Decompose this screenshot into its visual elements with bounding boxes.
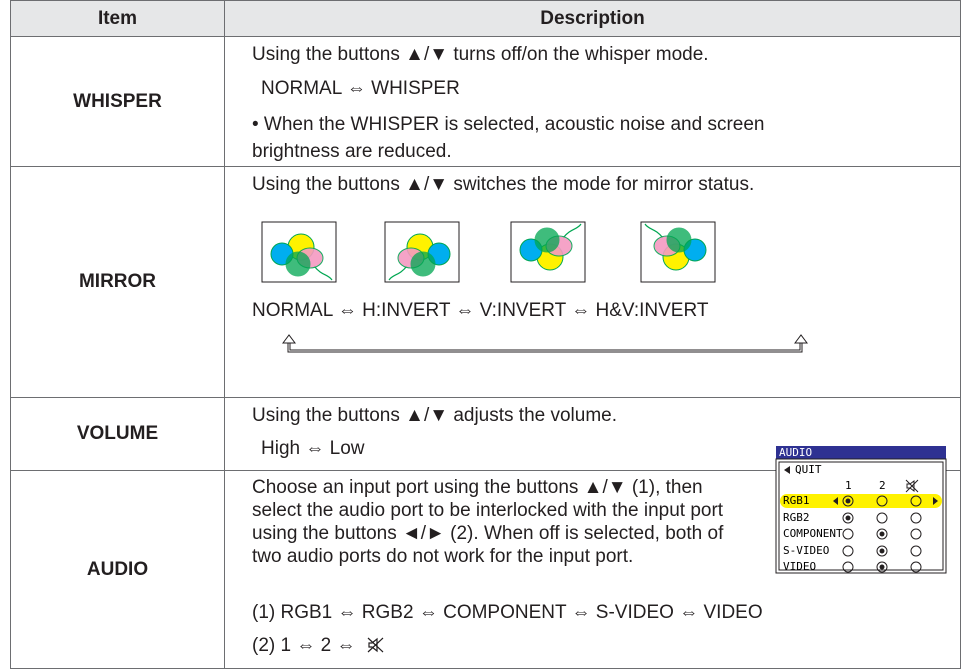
item-cell: AUDIO: [10, 470, 225, 669]
text: NORMAL ⇔ H:INVERT ⇔ V:INVERT ⇔ H&V:INVER…: [252, 300, 709, 321]
menu-column: 2: [879, 479, 886, 492]
mirror-illustrations: [261, 221, 808, 353]
text: NORMAL ⇔ WHISPER: [261, 78, 460, 99]
text: • When the WHISPER is selected, acoustic…: [252, 114, 765, 162]
description-cell: Using the buttons ▲/▼ turns off/on the w…: [224, 36, 961, 167]
text: Choose an input port using the buttons ▲…: [252, 477, 724, 567]
text: (1) RGB1 ⇔ RGB2 ⇔ COMPONENT ⇔ S-VIDEO ⇔ …: [252, 602, 763, 623]
mute-icon: [367, 637, 384, 653]
item-cell: WHISPER: [10, 36, 225, 167]
description-cell: Choose an input port using the buttons ▲…: [224, 446, 961, 669]
text: Using the buttons ▲/▼ turns off/on the w…: [252, 44, 709, 65]
text: (2) 1 ⇔ 2 ⇔: [252, 635, 356, 656]
menu-title: AUDIO: [779, 446, 812, 459]
menu-quit: QUIT: [795, 463, 822, 476]
menu-row: COMPONENT: [783, 527, 843, 540]
menu-row: S-VIDEO: [783, 544, 829, 557]
text: (2) 1 ⇔ 2 ⇔: [252, 635, 385, 657]
menu-row: VIDEO: [783, 560, 816, 573]
header-description: Description: [224, 0, 961, 37]
item-cell: VOLUME: [10, 397, 225, 471]
text: Using the buttons ▲/▼ switches the mode …: [252, 174, 755, 195]
text: High ⇔ Low: [261, 438, 365, 459]
menu-row: RGB2: [783, 511, 810, 524]
audio-menu: AUDIO QUIT 1 2 RGB1 RGB2 COMPONENT S-VID…: [775, 446, 947, 574]
item-cell: MIRROR: [10, 166, 225, 398]
header-item: Item: [10, 0, 225, 37]
menu-row: RGB1: [783, 494, 810, 507]
text: Using the buttons ▲/▼ adjusts the volume…: [252, 405, 618, 426]
description-cell: Using the buttons ▲/▼ switches the mode …: [224, 166, 961, 398]
menu-column: 1: [845, 479, 852, 492]
